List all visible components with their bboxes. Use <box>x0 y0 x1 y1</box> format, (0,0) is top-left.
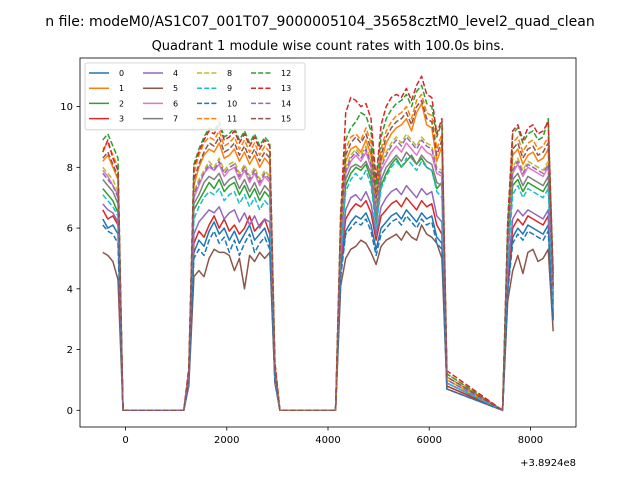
legend-label-15: 15 <box>281 115 291 124</box>
x-offset-label: +3.8924e8 <box>520 458 576 469</box>
legend-label-5: 5 <box>173 84 178 93</box>
legend-label-13: 13 <box>281 84 291 93</box>
y-tick-label: 0 <box>67 406 73 417</box>
legend-label-9: 9 <box>227 84 232 93</box>
x-axis: 0 2000 4000 6000 8000 <box>122 427 543 446</box>
y-tick-label: 2 <box>67 345 73 356</box>
y-axis: 0 2 4 6 8 10 <box>60 102 80 417</box>
series-layer <box>102 75 554 412</box>
series-line-15 <box>102 99 554 412</box>
x-tick-label: 2000 <box>214 435 239 446</box>
y-tick-label: 10 <box>60 102 73 113</box>
legend-label-11: 11 <box>227 115 237 124</box>
legend-label-12: 12 <box>281 69 291 78</box>
legend-label-2: 2 <box>119 99 124 108</box>
y-tick-label: 6 <box>67 224 73 235</box>
figure-suptitle: n file: modeM0/AS1C07_001T07_9000005104_… <box>45 14 594 30</box>
x-tick-label: 4000 <box>315 435 340 446</box>
legend-label-1: 1 <box>119 84 124 93</box>
legend-label-8: 8 <box>227 69 232 78</box>
y-tick-label: 8 <box>67 163 73 174</box>
legend-label-6: 6 <box>173 99 178 108</box>
y-tick-label: 4 <box>67 284 73 295</box>
legend-label-7: 7 <box>173 115 178 124</box>
x-tick-label: 8000 <box>518 435 543 446</box>
legend-label-3: 3 <box>119 115 124 124</box>
x-tick-label: 0 <box>122 435 128 446</box>
legend-box <box>84 62 306 131</box>
series-line-13 <box>102 75 554 412</box>
legend-label-4: 4 <box>173 69 178 78</box>
legend-label-0: 0 <box>119 69 124 78</box>
legend-label-10: 10 <box>227 99 237 108</box>
legend-label-14: 14 <box>281 99 291 108</box>
chart-title: Quadrant 1 module wise count rates with … <box>152 39 505 54</box>
x-tick-label: 6000 <box>416 435 441 446</box>
